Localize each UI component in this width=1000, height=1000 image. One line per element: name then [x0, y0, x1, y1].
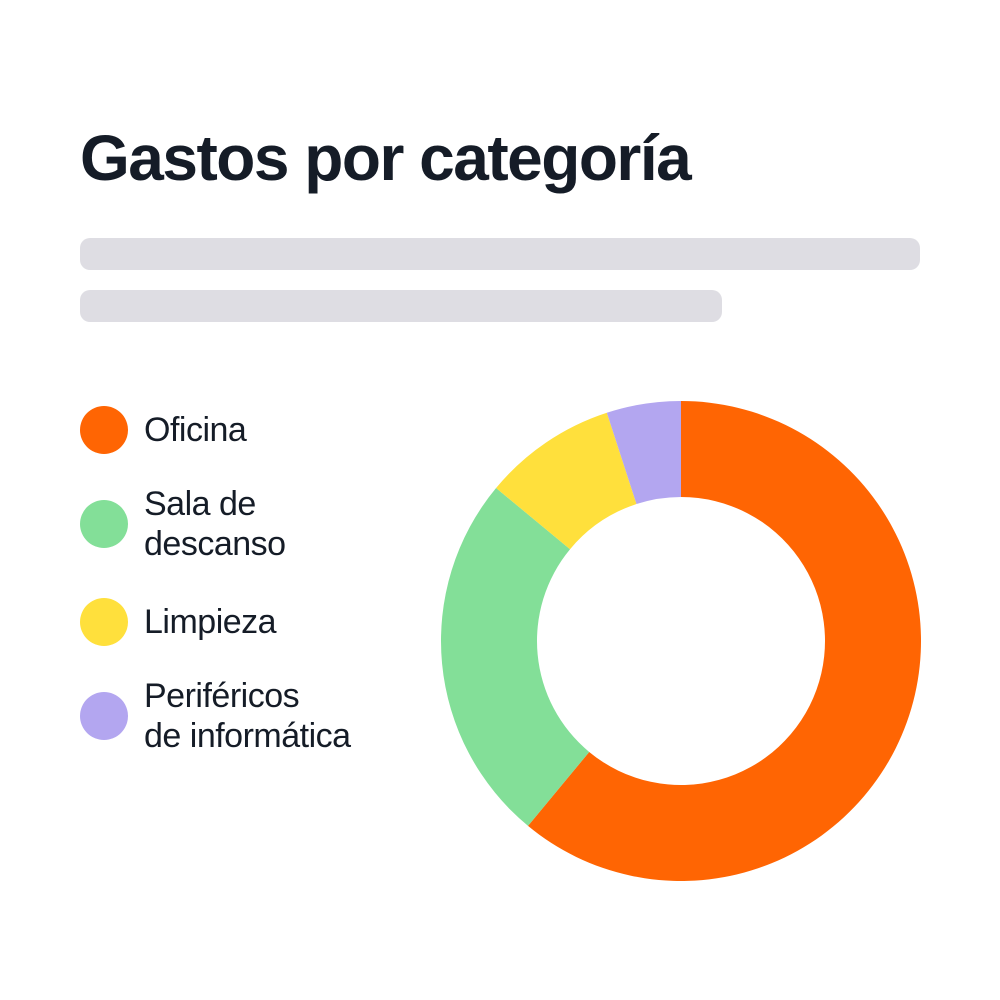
legend-label-oficina: Oficina: [144, 411, 247, 449]
donut-slice-perifericos-de-informatica: [606, 401, 681, 505]
legend-swatch-oficina: [80, 406, 128, 454]
donut-slice-sala-de-descanso: [440, 488, 590, 826]
placeholder-text-line: [80, 290, 722, 322]
donut-slice-limpieza: [496, 412, 637, 550]
legend-label-perifericos-de-informatica: Periféricos de informática: [144, 677, 351, 755]
legend-label-limpieza: Limpieza: [144, 603, 277, 641]
legend-swatch-perifericos-de-informatica: [80, 692, 128, 740]
donut-chart: [440, 401, 921, 881]
chart-title: Gastos por categoría: [80, 122, 692, 194]
legend-item-perifericos-de-informatica: Periféricos de informática: [80, 676, 444, 756]
donut-slice-oficina: [528, 401, 921, 881]
legend-swatch-sala-de-descanso: [80, 500, 128, 548]
legend-item-limpieza: Limpieza: [80, 598, 444, 646]
legend-item-oficina: Oficina: [80, 406, 444, 454]
placeholder-text-line: [80, 238, 920, 270]
legend-item-sala-de-descanso: Sala de descanso: [80, 484, 444, 564]
legend-label-sala-de-descanso: Sala de descanso: [144, 485, 286, 563]
legend-swatch-limpieza: [80, 598, 128, 646]
chart-legend: Oficina Sala de descanso Limpieza Perifér…: [80, 0, 440, 1000]
